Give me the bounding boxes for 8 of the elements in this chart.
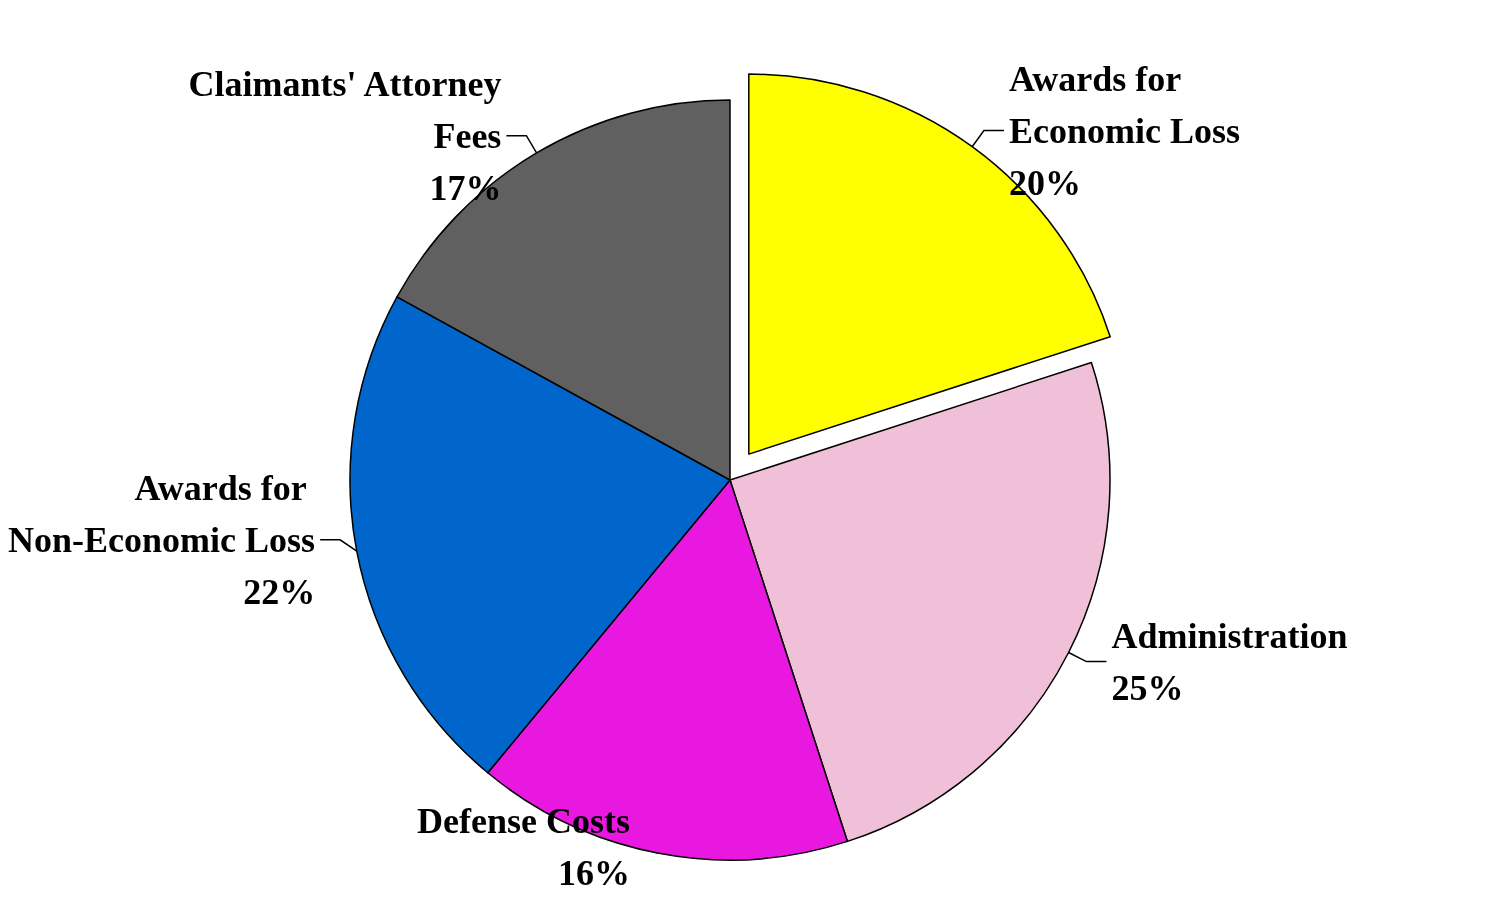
data-label: 25%	[1111, 667, 1184, 708]
slice-label: Awards for Non-Economic Loss	[8, 467, 316, 560]
data-label: 20%	[1008, 162, 1081, 203]
slice-label: Awards for Economic Loss	[1008, 58, 1240, 151]
data-label: 16%	[558, 853, 631, 893]
slice-label: Claimants' Attorney Fees	[188, 63, 502, 156]
slice-label: Administration	[1111, 615, 1348, 656]
data-label: 22%	[243, 571, 316, 612]
